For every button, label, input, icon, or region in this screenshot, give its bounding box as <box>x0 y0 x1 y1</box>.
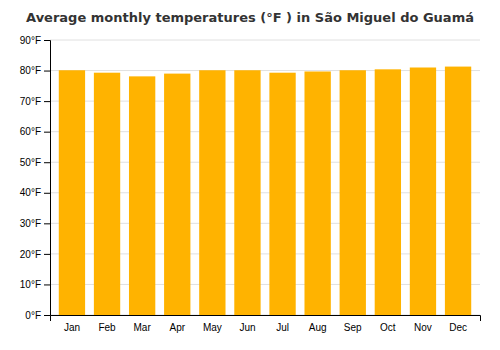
y-tick-mark <box>44 284 50 285</box>
grid-line <box>50 40 480 41</box>
x-tick-label: Jun <box>239 322 255 333</box>
y-tick-label: 30°F <box>20 218 41 229</box>
y-tick-mark <box>44 223 50 224</box>
bar <box>410 68 436 316</box>
y-tick-label: 10°F <box>20 279 41 290</box>
bar <box>304 71 330 315</box>
x-tick: Sep <box>344 322 362 333</box>
y-tick: 60°F <box>20 126 50 137</box>
x-tick-label: Sep <box>344 322 362 333</box>
bar <box>340 70 366 315</box>
x-tick: Jun <box>239 322 255 333</box>
bar <box>59 70 85 315</box>
y-tick: 20°F <box>20 249 50 260</box>
x-tick-label: Oct <box>380 322 396 333</box>
y-tick: 90°F <box>20 35 50 46</box>
bar <box>445 67 471 315</box>
y-tick: 10°F <box>20 279 50 290</box>
y-tick: 40°F <box>20 187 50 198</box>
y-tick: 0°F <box>25 310 50 321</box>
grid <box>50 40 480 315</box>
x-tick-label: Apr <box>169 322 185 333</box>
y-tick-mark <box>44 132 50 133</box>
y-axis-line <box>44 41 51 316</box>
y-tick-mark <box>44 162 50 163</box>
bar <box>94 73 120 315</box>
bar <box>199 70 225 315</box>
y-tick-label: 50°F <box>20 157 41 168</box>
y-tick-mark <box>44 71 50 72</box>
y-tick-label: 80°F <box>20 65 41 76</box>
x-tick-label: Jan <box>64 322 80 333</box>
x-tick: May <box>203 322 222 333</box>
bar <box>164 74 190 315</box>
x-tick: Feb <box>98 322 116 333</box>
x-tick: Apr <box>169 322 185 333</box>
x-tick: Mar <box>134 322 152 333</box>
x-tick: Oct <box>380 322 396 333</box>
y-tick-mark <box>44 193 50 194</box>
plot-area: 0°F 10°F 20°F 30°F 40°F 50°F 60°F 70°F 80°F 90°F J… <box>20 35 481 333</box>
x-tick: Jan <box>64 322 80 333</box>
x-tick-label: Dec <box>449 322 467 333</box>
y-tick: 70°F <box>20 96 50 107</box>
y-axis: 0°F 10°F 20°F 30°F 40°F 50°F 60°F 70°F 80°F 90°F <box>20 35 51 321</box>
y-tick-label: 20°F <box>20 249 41 260</box>
y-tick: 30°F <box>20 218 50 229</box>
x-tick: Aug <box>309 322 327 333</box>
y-tick-mark <box>44 40 50 41</box>
bar <box>269 73 295 315</box>
chart-svg: 0°F 10°F 20°F 30°F 40°F 50°F 60°F 70°F 80°F 90°F J… <box>0 0 500 350</box>
y-tick-label: 70°F <box>20 96 41 107</box>
x-tick: Jul <box>276 322 289 333</box>
title: Average monthly temperatures (°F ) in Sã… <box>26 10 474 25</box>
x-tick-label: Feb <box>98 322 116 333</box>
x-tick: Nov <box>414 322 432 333</box>
chart-container: 0°F 10°F 20°F 30°F 40°F 50°F 60°F 70°F 80°F 90°F J… <box>0 0 500 350</box>
x-tick-label: Mar <box>134 322 152 333</box>
bars <box>59 67 471 315</box>
bar <box>129 76 155 315</box>
x-tick-label: Nov <box>414 322 432 333</box>
y-tick-label: 60°F <box>20 126 41 137</box>
y-tick-mark <box>44 254 50 255</box>
y-tick-mark <box>44 101 50 102</box>
x-tick-label: Aug <box>309 322 327 333</box>
bar <box>375 69 401 315</box>
x-axis: Jan Feb Mar Apr May Jun Jul Aug Sep Oct Nov Dec <box>51 316 481 334</box>
bar <box>234 70 260 315</box>
x-tick-label: Jul <box>276 322 289 333</box>
x-tick: Dec <box>449 322 467 333</box>
x-tick-label: May <box>203 322 222 333</box>
x-axis-line <box>51 316 481 322</box>
y-tick: 50°F <box>20 157 50 168</box>
y-tick-label: 0°F <box>25 310 41 321</box>
y-tick-label: 90°F <box>20 35 41 46</box>
y-tick: 80°F <box>20 65 50 76</box>
y-tick-label: 40°F <box>20 187 41 198</box>
y-tick-mark <box>44 315 50 316</box>
